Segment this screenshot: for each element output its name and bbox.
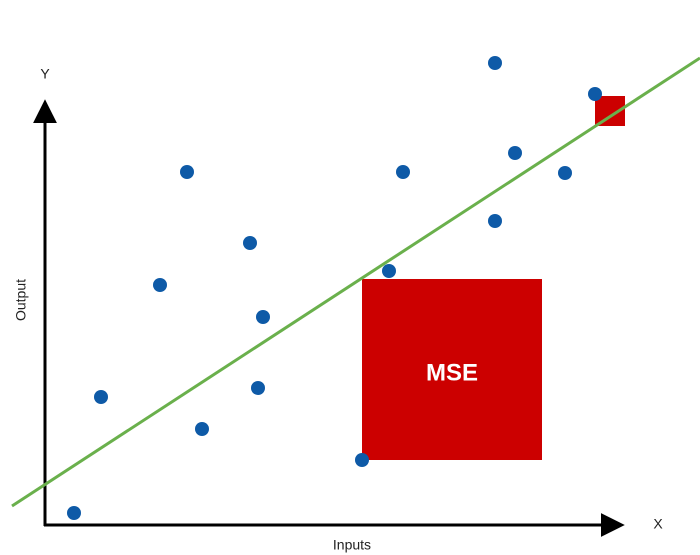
y-axis-title: Output — [13, 279, 29, 321]
data-point — [396, 165, 410, 179]
x-axis-title: Inputs — [333, 537, 371, 553]
data-point — [195, 422, 209, 436]
data-point — [153, 278, 167, 292]
data-point — [251, 381, 265, 395]
data-point — [67, 506, 81, 520]
data-point — [488, 214, 502, 228]
data-point — [355, 453, 369, 467]
data-point — [382, 264, 396, 278]
x-axis-label: X — [653, 516, 663, 532]
data-point — [94, 390, 108, 404]
data-points — [67, 56, 602, 520]
data-point — [256, 310, 270, 324]
regression-line — [11, 56, 700, 508]
data-point — [180, 165, 194, 179]
data-point — [243, 236, 257, 250]
data-point — [508, 146, 522, 160]
mse-label: MSE — [426, 359, 478, 386]
data-point — [588, 87, 602, 101]
data-point — [488, 56, 502, 70]
mse-square — [362, 279, 542, 460]
y-axis-label: Y — [40, 66, 50, 82]
data-point — [558, 166, 572, 180]
